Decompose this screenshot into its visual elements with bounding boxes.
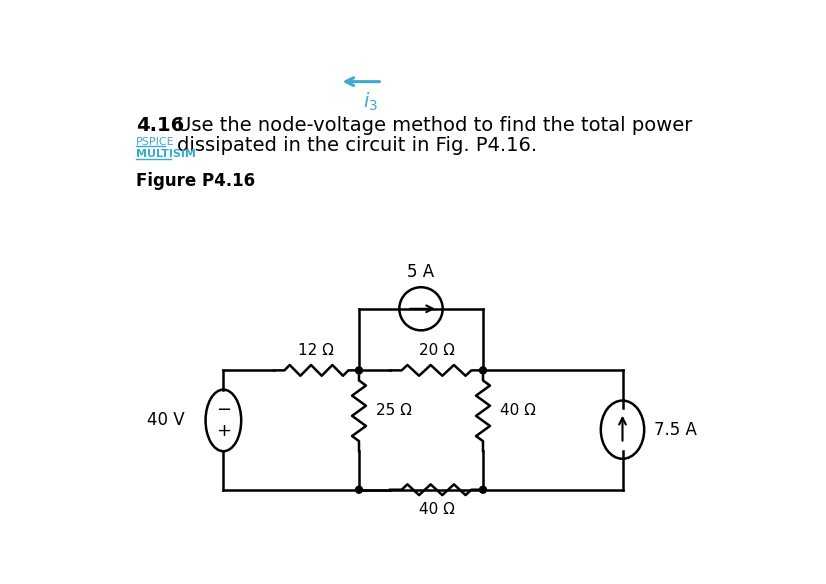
Text: −: − [216, 401, 231, 419]
Text: Use the node-voltage method to find the total power: Use the node-voltage method to find the … [177, 116, 692, 135]
Text: 4.16: 4.16 [135, 116, 184, 135]
Circle shape [480, 367, 487, 374]
Text: 20 Ω: 20 Ω [419, 343, 454, 358]
Text: +: + [216, 422, 231, 440]
Text: 40 Ω: 40 Ω [419, 502, 454, 517]
Text: 12 Ω: 12 Ω [298, 343, 335, 358]
Circle shape [355, 486, 363, 493]
Text: dissipated in the circuit in Fig. P4.16.: dissipated in the circuit in Fig. P4.16. [177, 135, 537, 155]
Text: Figure P4.16: Figure P4.16 [135, 172, 255, 190]
Circle shape [480, 486, 487, 493]
Text: 5 A: 5 A [407, 263, 434, 281]
Text: PSPICE: PSPICE [135, 137, 174, 147]
Text: 25 Ω: 25 Ω [376, 404, 412, 418]
Text: $i_3$: $i_3$ [363, 91, 378, 113]
Text: 40 V: 40 V [147, 412, 185, 429]
Text: 7.5 A: 7.5 A [653, 420, 696, 439]
Circle shape [355, 367, 363, 374]
Text: MULTISIM: MULTISIM [135, 150, 196, 159]
Text: 40 Ω: 40 Ω [500, 404, 536, 418]
